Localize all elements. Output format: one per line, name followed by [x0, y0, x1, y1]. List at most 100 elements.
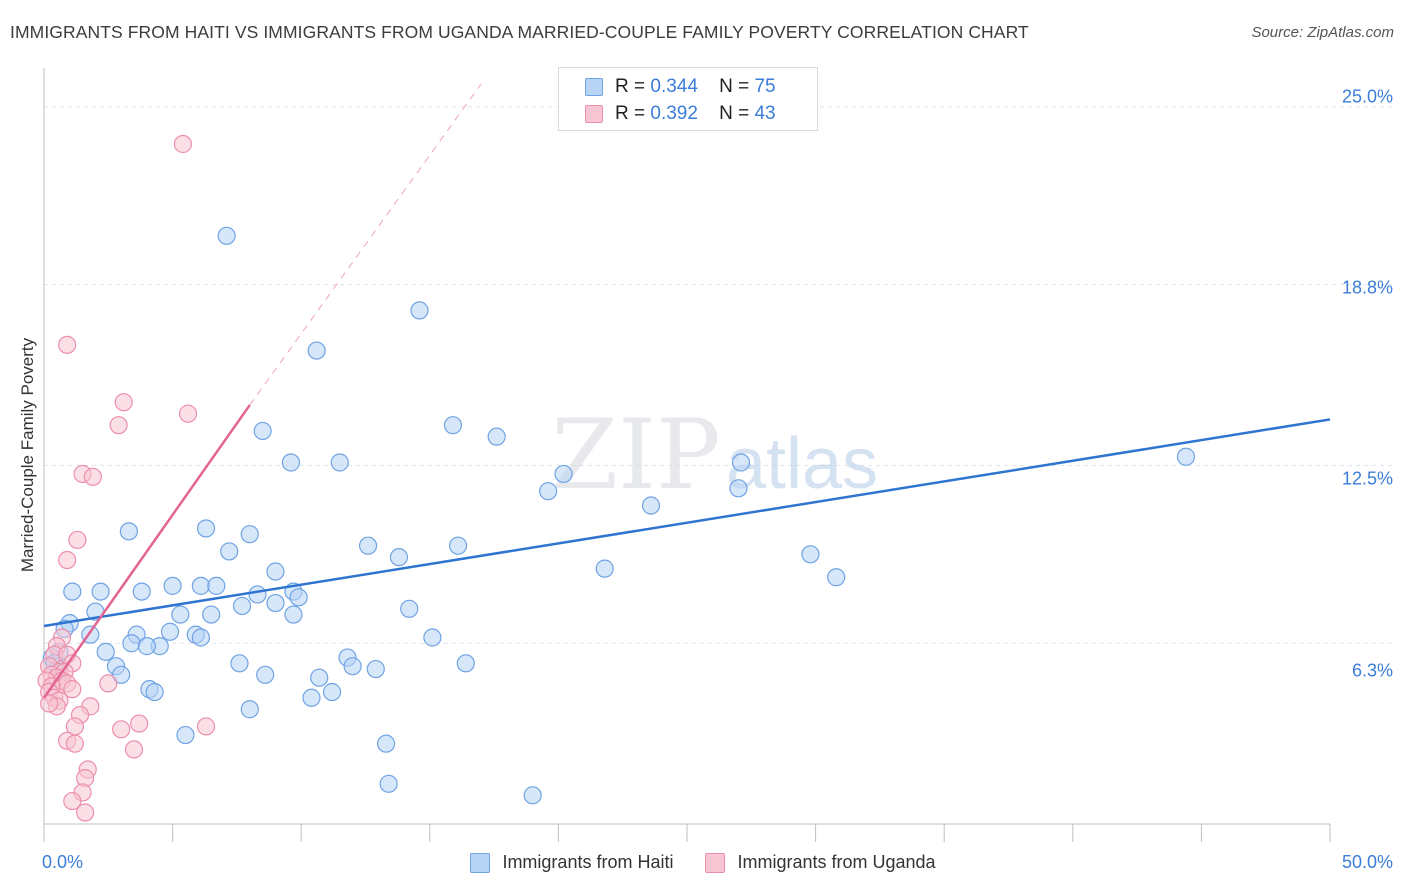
haiti-point — [310, 668, 329, 687]
haiti-point — [554, 464, 573, 484]
haiti-point — [191, 628, 210, 647]
haiti-trend-line — [43, 418, 1331, 628]
haiti-point — [456, 654, 475, 673]
y-axis-label: Married-Couple Family Poverty — [18, 337, 37, 573]
uganda-point — [196, 717, 216, 736]
haiti-point — [112, 665, 131, 684]
haiti-point — [731, 453, 751, 472]
watermark-zip: ZIP — [551, 399, 720, 511]
haiti-point — [266, 593, 285, 613]
uganda-point — [83, 467, 102, 486]
haiti-point — [96, 642, 115, 661]
uganda-point — [124, 740, 144, 759]
haiti-point — [729, 479, 748, 498]
haiti-point — [487, 427, 506, 446]
x-tick-label-max: 50.0% — [1341, 852, 1393, 872]
haiti-point — [202, 605, 221, 624]
uganda-point — [40, 694, 59, 713]
legend-r-label: R = — [615, 103, 646, 124]
y-tick-label: 18.8% — [1341, 277, 1393, 298]
haiti-point — [539, 482, 558, 501]
haiti-point — [281, 453, 301, 472]
haiti-point — [160, 622, 180, 641]
chart-source: Source: ZipAtlas.com — [1251, 24, 1394, 41]
haiti-point — [400, 599, 419, 618]
uganda-point — [58, 550, 77, 570]
trend-lines — [42, 83, 1331, 699]
haiti-point — [63, 582, 82, 601]
haiti-swatch-icon — [470, 852, 491, 873]
uganda-point — [130, 714, 149, 733]
haiti-point — [122, 634, 141, 653]
haiti-point — [220, 542, 239, 561]
haiti-point — [289, 588, 308, 607]
haiti-point — [163, 576, 182, 595]
x-tick-label-min: 0.0% — [42, 852, 84, 872]
haiti-point — [641, 496, 661, 515]
uganda-point — [114, 393, 133, 412]
haiti-point — [1176, 447, 1196, 466]
legend-n-label: N = — [719, 76, 750, 97]
uganda-point — [68, 530, 87, 550]
haiti-point — [410, 301, 429, 320]
legend-item-uganda: Immigrants from Uganda — [705, 852, 936, 873]
haiti-point — [145, 682, 164, 702]
haiti-point — [379, 774, 398, 793]
uganda-point — [58, 335, 77, 354]
uganda-swatch-icon — [705, 852, 726, 873]
legend-n-label: N = — [719, 103, 750, 124]
uganda-point — [109, 416, 128, 435]
haiti-point — [240, 525, 259, 544]
haiti-point — [240, 700, 259, 719]
y-tick-label: 12.5% — [1341, 468, 1393, 489]
haiti-point — [330, 453, 349, 472]
series-legend: Immigrants from Haiti Immigrants from Ug… — [0, 852, 1406, 873]
haiti-point — [827, 568, 846, 587]
haiti-point — [443, 416, 463, 435]
haiti-point — [358, 536, 378, 555]
haiti-point — [132, 582, 151, 601]
haiti-point — [423, 628, 442, 647]
haiti-point — [448, 536, 468, 555]
haiti-point — [207, 576, 226, 595]
haiti-point — [343, 657, 362, 676]
haiti-point — [595, 559, 614, 578]
legend-item-haiti: Immigrants from Haiti — [470, 852, 673, 873]
haiti-point — [523, 786, 542, 805]
legend-r-value: 0.344 — [650, 76, 698, 97]
grid-lines — [44, 106, 1394, 644]
haiti-point — [307, 341, 326, 360]
y-tick-label: 25.0% — [1341, 86, 1393, 107]
haiti-point — [302, 688, 321, 707]
haiti-point — [196, 519, 216, 538]
chart-title: IMMIGRANTS FROM HAITI VS IMMIGRANTS FROM… — [10, 22, 1029, 42]
haiti-point — [376, 734, 396, 753]
haiti-point — [230, 654, 249, 673]
watermark-atlas: atlas — [726, 424, 878, 504]
haiti-point — [248, 585, 267, 604]
uganda-point — [65, 734, 84, 753]
correlation-legend: R = 0.344 N = 75 R = 0.392 N = 43 — [558, 67, 818, 131]
uganda-trend-extension — [249, 83, 482, 406]
haiti-point — [253, 421, 272, 441]
haiti-point — [137, 637, 156, 656]
y-tick-label: 6.3% — [1351, 660, 1393, 681]
uganda-point — [178, 404, 198, 423]
haiti-point — [176, 725, 195, 745]
haiti-point — [322, 682, 342, 702]
legend-r-label: R = — [615, 76, 646, 97]
uganda-swatch-icon — [585, 105, 603, 123]
legend-row-uganda: R = 0.392 N = 43 — [585, 101, 776, 127]
legend-n-value: 75 — [754, 76, 776, 97]
haiti-point — [389, 548, 409, 567]
uganda-point — [99, 674, 118, 693]
legend-n-value: 43 — [754, 103, 776, 124]
haiti-point — [91, 582, 110, 601]
legend-row-haiti: R = 0.344 N = 75 — [585, 74, 776, 100]
uganda-points — [37, 134, 216, 822]
legend-r-value: 0.392 — [650, 103, 698, 124]
haiti-point — [366, 659, 385, 679]
haiti-point — [232, 596, 252, 616]
haiti-points — [42, 226, 1196, 805]
haiti-point — [191, 576, 210, 595]
